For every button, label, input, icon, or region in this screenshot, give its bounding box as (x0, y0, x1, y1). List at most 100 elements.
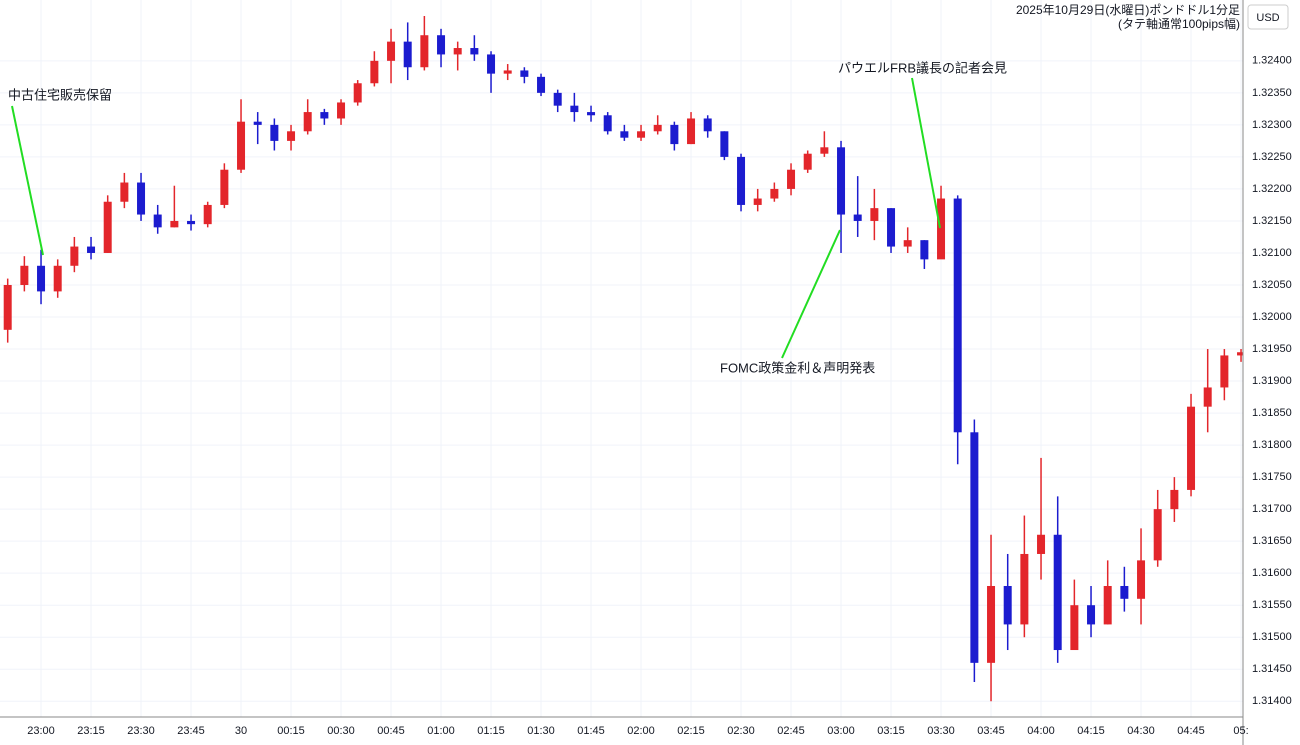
candle-body (20, 265, 29, 285)
y-tick-label: 1.31700 (1252, 503, 1292, 515)
candle-body (87, 246, 96, 253)
candle-body (570, 105, 579, 113)
x-tick-label: 04:45 (1177, 725, 1205, 737)
candle-body (387, 41, 396, 61)
candle-body (437, 35, 446, 55)
y-tick-label: 1.31650 (1252, 535, 1292, 547)
y-tick-label: 1.31600 (1252, 567, 1292, 579)
candle-body (553, 92, 562, 106)
x-tick-label: 04:00 (1027, 725, 1055, 737)
y-tick-label: 1.32050 (1252, 279, 1292, 291)
x-tick-label: 03:30 (927, 725, 955, 737)
candle-body (487, 54, 496, 74)
candle-body (120, 182, 129, 202)
candle-body (870, 208, 879, 221)
candle-body (803, 153, 812, 170)
candle-body (1087, 605, 1096, 625)
y-tick-label: 1.31900 (1252, 375, 1292, 387)
candle-body (1020, 553, 1029, 625)
candle-body (453, 48, 462, 55)
candle-body (987, 585, 996, 663)
y-tick-label: 1.31400 (1252, 695, 1292, 707)
x-tick-label: 04:15 (1077, 725, 1105, 737)
candle-body (520, 70, 529, 77)
candle-body (220, 169, 229, 205)
annotation: パウエルFRB議長の記者会見 (838, 60, 1007, 75)
x-tick-label: 03:45 (977, 725, 1005, 737)
candle-body (903, 240, 912, 247)
x-tick-label: 01:15 (477, 725, 505, 737)
y-tick-label: 1.32350 (1252, 87, 1292, 99)
candle-body (753, 198, 762, 205)
candle-body (153, 214, 162, 228)
candle-body (737, 156, 746, 205)
x-tick-label: 04:30 (1127, 725, 1155, 737)
candle-body (937, 198, 946, 260)
x-tick-label: 23:45 (177, 725, 205, 737)
candle-body (537, 76, 546, 93)
candle-body (1203, 387, 1212, 407)
candle-body (670, 124, 679, 145)
annotation: 中古住宅販売保留 (8, 87, 112, 102)
candle-body (287, 131, 296, 141)
candle-body (303, 112, 312, 132)
candle-body (620, 131, 629, 138)
candle-body (137, 182, 146, 215)
candle-body (1153, 509, 1162, 561)
y-tick-label: 1.32000 (1252, 311, 1292, 323)
candle-body (353, 83, 362, 103)
candle-body (270, 124, 279, 141)
candle-body (703, 118, 712, 132)
candle-body (1237, 352, 1243, 356)
candle-body (770, 188, 779, 199)
x-tick-label: 05: (1233, 725, 1248, 737)
candle-body (320, 112, 329, 119)
x-tick-label: 00:15 (277, 725, 305, 737)
candle-body (103, 201, 112, 253)
y-tick-label: 1.32300 (1252, 119, 1292, 131)
y-tick-label: 1.31500 (1252, 631, 1292, 643)
x-tick-label: 02:30 (727, 725, 755, 737)
candle-body (503, 70, 512, 74)
candle-body (253, 121, 262, 125)
candle-body (237, 121, 246, 170)
annotation: FOMC政策金利＆声明発表 (720, 360, 875, 375)
annotation-line (911, 77, 941, 229)
candle-body (420, 35, 429, 68)
currency-label[interactable]: USD (1256, 12, 1279, 24)
chart-title: 2025年10月29日(水曜日)ポンドドル1分足 (1016, 3, 1240, 17)
candle-body (1187, 406, 1196, 490)
candle-body (470, 48, 479, 55)
y-tick-label: 1.32200 (1252, 183, 1292, 195)
candle-body (53, 265, 62, 292)
x-tick-label: 03:00 (827, 725, 855, 737)
x-tick-label: 02:45 (777, 725, 805, 737)
candle-body (37, 265, 46, 292)
candle-body (687, 118, 696, 145)
candle-body (203, 204, 212, 225)
candles (3, 16, 1243, 702)
grid (0, 0, 1243, 717)
y-tick-label: 1.32150 (1252, 215, 1292, 227)
candle-body (170, 220, 179, 228)
x-tick-label: 01:00 (427, 725, 455, 737)
currency-button[interactable] (1247, 4, 1289, 30)
candle-body (3, 284, 12, 330)
candle-body (337, 102, 346, 119)
candle-body (587, 112, 596, 116)
candle-body (1120, 585, 1129, 599)
chart-subtitle: (タテ軸通常100pips幅) (1118, 16, 1240, 31)
candle-body (1003, 585, 1012, 625)
y-tick-label: 1.32100 (1252, 247, 1292, 259)
x-tick-label: 00:30 (327, 725, 355, 737)
candle-body (637, 131, 646, 138)
x-tick-label: 30 (235, 725, 247, 737)
x-tick-label: 02:15 (677, 725, 705, 737)
candle-body (603, 115, 612, 132)
candle-body (1070, 605, 1079, 651)
x-tick-label: 23:00 (27, 725, 55, 737)
candle-body (853, 214, 862, 221)
candle-body (403, 41, 412, 68)
x-tick-label: 01:30 (527, 725, 555, 737)
y-tick-label: 1.31850 (1252, 407, 1292, 419)
